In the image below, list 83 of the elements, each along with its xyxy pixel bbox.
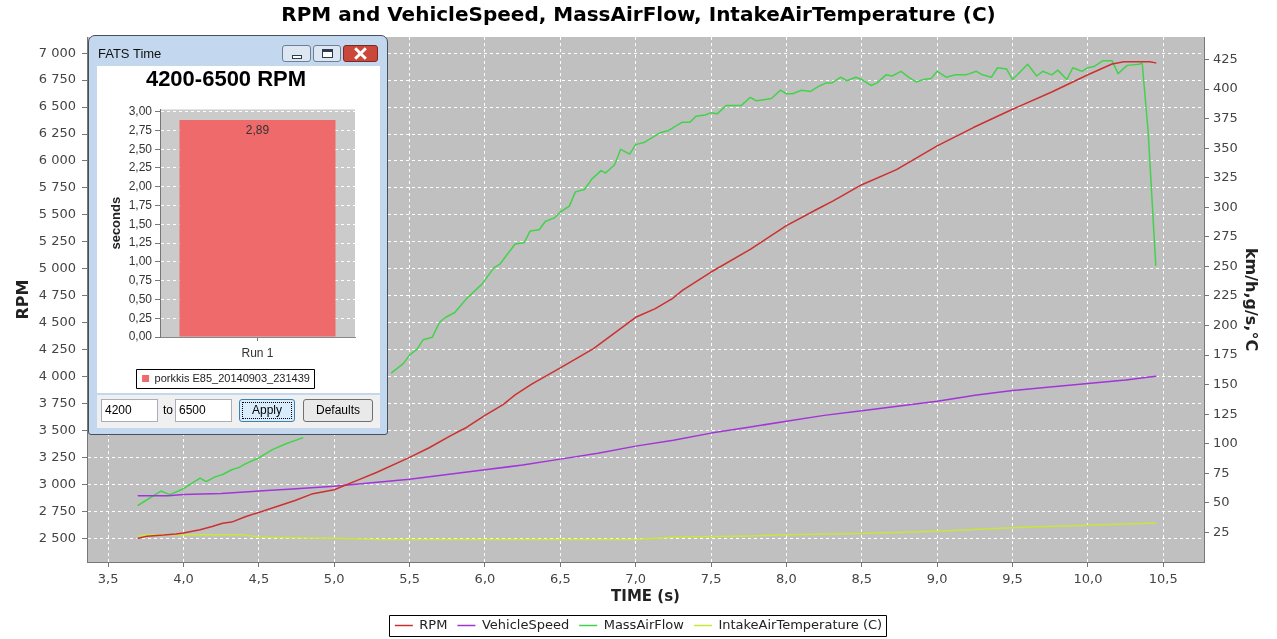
legend-label: MassAirFlow [603,616,685,632]
legend-label: porkkis E85_20140903_231439 [154,371,310,384]
y-axis-title: seconds [108,196,124,250]
y-tick-label: 0,50 [128,291,153,306]
x-tick-label: 8,5 [851,571,873,587]
x-tick-label: 10,5 [1148,571,1178,587]
y-tick-label: 2,50 [128,141,153,156]
annotation: to [163,402,174,419]
x-tick-label: 8,0 [776,571,797,587]
y2-axis-title: km/h,g/s,°C [1242,247,1262,352]
y-tick-label: 2 750 [38,502,76,518]
y-tick-label: 2 500 [38,529,76,545]
x-tick-label: 10,0 [1073,571,1103,587]
y2-tick-label: 150 [1213,376,1238,392]
text-field: 4200 [101,399,158,422]
x-tick-label: 7,0 [625,571,647,587]
text-field: 6500 [175,399,232,422]
y-tick-label: 1,50 [128,216,153,231]
x-tick-label: 6,5 [549,571,571,587]
annotation: FATS Time [98,45,162,63]
y-tick-label: 6 000 [38,152,76,168]
y-tick-label: 2,25 [128,160,153,175]
y-tick-label: 3 250 [38,448,76,464]
y-tick-label: 4 500 [38,314,76,330]
y-tick-label: 5 750 [38,179,76,195]
y-tick-label: 6 250 [38,125,76,141]
y-tick-label: 1,75 [128,197,153,212]
y2-tick-label: 350 [1213,139,1238,155]
x-axis-title: TIME (s) [611,586,680,605]
x-tick-label: 7,5 [700,571,722,587]
y-tick-label: 0,75 [128,272,153,287]
legend-label: RPM [419,616,448,632]
y2-tick-label: 125 [1213,405,1238,421]
y2-tick-label: 225 [1213,287,1238,303]
y2-tick-label: 75 [1213,464,1230,480]
y2-tick-label: 400 [1213,80,1238,96]
y2-tick-label: 275 [1213,228,1238,244]
y-tick-label: 3,00 [128,103,153,118]
x-tick-label: 5,0 [323,571,345,587]
y-tick-label: 6 750 [38,71,76,87]
x-tick-label: 6,0 [474,571,496,587]
x-tick-label: Run 1 [241,345,274,360]
y2-tick-label: 325 [1213,169,1238,185]
x-tick-label: 9,5 [1002,571,1023,587]
y-tick-label: 5 500 [38,206,76,222]
y-tick-label: 0,00 [128,329,153,344]
y2-tick-label: 50 [1213,494,1230,510]
x-tick-label: 9,0 [926,571,948,587]
push-button: Apply [239,399,295,422]
y-tick-label: 0,25 [128,310,153,325]
y-axis-title: RPM [12,279,32,320]
push-button: Defaults [303,399,373,422]
y2-tick-label: 300 [1213,198,1238,214]
y2-tick-label: 25 [1213,523,1230,539]
chart-title: 4200-6500 RPM [145,66,307,92]
y-tick-label: 3 000 [38,475,76,491]
x-tick-label: 3,5 [97,571,119,587]
y-tick-label: 4 750 [38,287,76,303]
y-tick-label: 1,25 [128,235,153,250]
x-tick-label: 4,0 [173,571,194,587]
y2-tick-label: 375 [1213,109,1238,125]
y-tick-label: 2,00 [128,179,153,194]
y-tick-label: 4 000 [38,367,76,383]
y-tick-label: 3 750 [38,394,76,410]
y2-tick-label: 100 [1213,435,1238,451]
y-tick-label: 1,00 [128,254,153,269]
y2-tick-label: 175 [1213,346,1238,362]
y-tick-label: 4 250 [38,341,76,356]
y-tick-label: 7 000 [38,44,76,60]
legend-label: VehicleSpeed [481,616,570,632]
y-tick-label: 3 500 [38,421,76,437]
y-tick-label: 5 250 [38,233,76,249]
y-tick-label: 2,75 [128,122,153,137]
chart-title: RPM and VehicleSpeed, MassAirFlow, IntakeAirTemperature (C) [281,2,996,27]
y-tick-label: 6 500 [38,98,76,114]
legend-label: IntakeAirTemperature (C) [718,616,883,632]
y2-tick-label: 250 [1213,257,1238,273]
x-tick-label: 4,5 [248,571,270,587]
y2-tick-label: 425 [1213,50,1238,66]
y-tick-label: 5 000 [38,260,76,276]
data-label: 2,89 [245,123,270,138]
x-tick-label: 5,5 [399,571,420,587]
y2-tick-label: 200 [1213,316,1238,332]
